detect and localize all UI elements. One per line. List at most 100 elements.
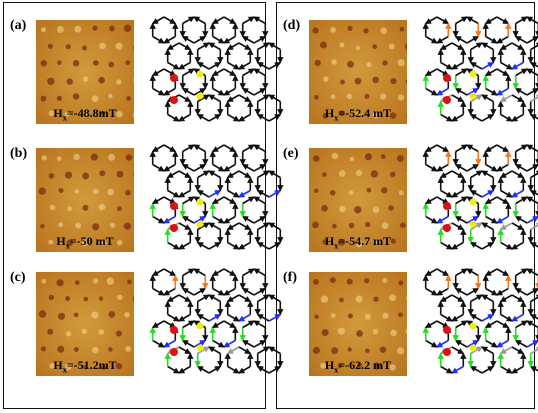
mfm-bright-spot (406, 171, 407, 176)
spin-arrow (151, 196, 165, 205)
mfm-dark-spot (397, 155, 404, 162)
spin-arrow (451, 61, 464, 70)
spin-arrow (485, 215, 498, 224)
spin-arrow (256, 113, 270, 122)
spin-arrow (257, 42, 270, 51)
mfm-bright-spot (348, 190, 354, 195)
spin-arrow (166, 294, 180, 303)
mfm-dark-spot (346, 278, 353, 285)
spin-arrow (223, 144, 237, 153)
spin-arrow (499, 42, 513, 51)
mfm-dark-spot (40, 224, 45, 229)
spin-ice-diagram (148, 268, 284, 380)
spin-arrow (440, 189, 453, 198)
spin-arrow (470, 42, 483, 51)
spin-arrow (484, 268, 498, 277)
mfm-bright-spot (346, 93, 353, 100)
spin-arrow (178, 365, 191, 374)
spin-arrow (268, 294, 281, 303)
mfm-dark-spot (99, 170, 106, 177)
spin-ice-diagram (148, 16, 284, 128)
spin-arrow (226, 222, 240, 231)
panel-label: (b) (10, 146, 28, 161)
mfm-dark-spot (347, 313, 353, 319)
panel-d: (d) Hx=-52.4 mT (281, 10, 538, 134)
spin-arrow (223, 215, 236, 224)
spin-arrow (253, 163, 267, 172)
spin-arrow (268, 346, 281, 355)
spin-arrow (178, 189, 191, 198)
spin-arrow (182, 268, 195, 277)
mfm-bright-spot (108, 93, 113, 99)
mfm-bright-spot (372, 111, 380, 119)
charge-defect-red (170, 202, 178, 210)
field-label: Hx=-54.7 mT (324, 233, 392, 250)
spin-arrow (424, 68, 438, 77)
mfm-bright-spot (330, 313, 336, 318)
mfm-bright-spot (339, 205, 346, 213)
spin-arrow (466, 144, 479, 153)
spin-arrow (425, 35, 438, 44)
spin-arrow-highlighted (238, 313, 251, 322)
mfm-dark-spot (338, 110, 345, 117)
spin-arrow (253, 87, 267, 96)
mfm-dark-spot (405, 79, 407, 84)
mfm-bright-spot (355, 45, 361, 51)
spin-arrow (226, 42, 240, 51)
spin-arrow (455, 196, 468, 205)
spin-arrow (268, 94, 281, 103)
mfm-bright-spot (372, 206, 380, 214)
mfm-bright-spot (382, 277, 388, 283)
mfm-bright-spot (349, 156, 355, 162)
spin-arrow (208, 61, 222, 70)
mfm-dark-spot (390, 171, 396, 178)
spin-arrow (484, 68, 498, 77)
spin-arrow (440, 113, 453, 122)
mfm-dark-spot (108, 347, 113, 352)
mfm-dark-spot (356, 330, 363, 337)
mfm-bright-spot (397, 94, 405, 101)
mfm-bright-spot (382, 312, 389, 319)
spin-arrow (178, 222, 192, 231)
spin-arrow (212, 339, 225, 348)
spin-arrow (152, 163, 165, 172)
spin-arrow (242, 144, 255, 153)
mfm-background (36, 272, 134, 376)
spin-arrow (481, 170, 494, 179)
spin-arrow (496, 163, 509, 172)
charge-defect-yellow (469, 322, 477, 330)
spin-arrow-highlighted (268, 189, 282, 198)
spin-arrow (242, 16, 255, 25)
mfm-dark-spot (64, 171, 73, 179)
mfm-bright-spot (406, 296, 407, 301)
spin-arrow (530, 170, 538, 179)
mfm-dark-spot (56, 279, 64, 287)
charge-defect-red (443, 74, 451, 82)
mfm-dark-spot (380, 154, 386, 159)
spin-arrow (514, 287, 528, 296)
spin-arrow (211, 16, 225, 25)
spin-arrow (178, 241, 191, 250)
spin-arrow-highlighted (466, 339, 480, 348)
spin-arrow (500, 365, 513, 374)
spin-arrow (211, 68, 225, 77)
mfm-dark-spot (57, 60, 62, 65)
spin-arrow (238, 222, 252, 231)
spin-arrow (515, 268, 528, 277)
mfm-background (36, 20, 134, 124)
spin-arrow (167, 241, 180, 250)
spin-arrow (529, 113, 538, 120)
mfm-bright-spot (389, 294, 397, 302)
mfm-bright-spot (48, 110, 55, 117)
mfm-bright-spot (49, 204, 56, 211)
mfm-dark-spot (348, 222, 355, 229)
spin-arrow (436, 287, 449, 296)
mfm-bright-spot (48, 239, 54, 245)
panel-label: (d) (283, 18, 301, 33)
mfm-dark-spot (75, 280, 80, 285)
spin-arrow (151, 268, 165, 277)
spin-arrow (212, 87, 225, 96)
spin-arrow (268, 113, 282, 122)
spin-ice-diagram (421, 16, 538, 128)
spin-arrow (455, 320, 468, 329)
